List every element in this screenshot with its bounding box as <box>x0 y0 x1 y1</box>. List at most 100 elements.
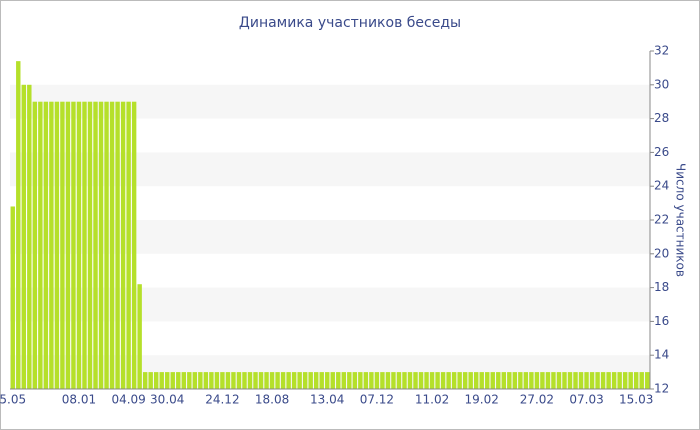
bar <box>109 101 115 389</box>
bar <box>424 372 429 389</box>
bar <box>380 372 385 389</box>
bar <box>573 372 578 389</box>
bar <box>451 372 457 389</box>
bar <box>214 372 220 389</box>
bar <box>562 372 567 389</box>
bar <box>187 372 192 389</box>
bar <box>176 372 181 389</box>
y-tick-label: 24 <box>654 179 669 193</box>
bar <box>137 284 142 389</box>
bar <box>291 372 297 389</box>
bar <box>556 372 562 389</box>
bar <box>396 372 402 389</box>
bar <box>540 372 545 389</box>
y-tick-label: 12 <box>654 382 669 396</box>
bar <box>32 101 38 389</box>
x-tick-label: 27.02 <box>520 393 554 407</box>
bar <box>247 372 253 389</box>
bar <box>27 84 32 390</box>
y-tick-label: 14 <box>654 348 669 362</box>
bar <box>617 372 622 389</box>
bar <box>192 372 198 389</box>
bar <box>413 372 418 389</box>
bar <box>87 101 93 389</box>
bar <box>209 372 214 389</box>
bar <box>385 372 391 389</box>
bar <box>407 372 413 389</box>
bar <box>336 372 341 389</box>
bar <box>60 101 65 389</box>
bar <box>203 372 209 389</box>
x-tick-label: 30.04 <box>150 393 184 407</box>
bar <box>231 372 236 389</box>
y-tick-label: 26 <box>654 145 669 159</box>
bar <box>65 101 71 389</box>
bar <box>645 372 650 389</box>
bar <box>440 372 446 389</box>
bar <box>38 101 43 389</box>
bar <box>253 372 258 389</box>
bar <box>507 372 512 389</box>
bar <box>352 372 358 389</box>
bar <box>142 372 148 389</box>
bar <box>220 372 225 389</box>
y-tick-label: 20 <box>654 246 669 260</box>
bar <box>280 372 286 389</box>
bar <box>82 101 87 389</box>
bar <box>131 101 137 389</box>
bar <box>308 372 313 389</box>
bar <box>479 372 484 389</box>
y-tick-label: 32 <box>654 44 669 58</box>
bar <box>374 372 380 389</box>
bar <box>435 372 440 389</box>
bar <box>429 372 435 389</box>
y-tick-label: 28 <box>654 111 669 125</box>
bar <box>126 101 131 389</box>
y-tick-label: 18 <box>654 280 669 294</box>
bar <box>545 372 551 389</box>
bar <box>10 206 15 389</box>
bar <box>468 372 473 389</box>
bar <box>523 372 529 389</box>
bar <box>418 372 424 389</box>
y-axis-label: Число участников <box>674 163 688 277</box>
bar <box>302 372 308 389</box>
bar <box>639 372 644 389</box>
x-tick-label: 24.12 <box>205 393 239 407</box>
x-tick-label: 08.01 <box>62 393 96 407</box>
x-tick-label: 13.04 <box>310 393 344 407</box>
bar <box>363 372 369 389</box>
bar <box>325 372 330 389</box>
x-tick-label: 5.05 <box>0 393 26 407</box>
y-tick-label: 22 <box>654 213 669 227</box>
bar <box>501 372 506 389</box>
x-tick-label: 07.12 <box>360 393 394 407</box>
bar <box>512 372 518 389</box>
bar <box>170 372 175 389</box>
bar <box>49 101 54 389</box>
bar <box>43 101 49 389</box>
bar <box>606 372 611 389</box>
bar <box>236 372 242 389</box>
x-tick-label: 19.02 <box>465 393 499 407</box>
bar <box>595 372 600 389</box>
bar <box>518 372 523 389</box>
bar <box>225 372 231 389</box>
bar <box>347 372 352 389</box>
bar <box>402 372 407 389</box>
bar <box>567 372 573 389</box>
x-tick-label: 04.09 <box>111 393 145 407</box>
bar <box>120 101 126 389</box>
bar <box>319 372 324 389</box>
bar <box>600 372 606 389</box>
bar <box>551 372 556 389</box>
bar <box>165 372 170 389</box>
bar <box>198 372 203 389</box>
bar <box>462 372 468 389</box>
bar <box>181 372 186 389</box>
bar <box>98 101 104 389</box>
bar <box>159 372 164 389</box>
chart-title: Динамика участников беседы <box>239 15 461 31</box>
bar <box>242 372 247 389</box>
